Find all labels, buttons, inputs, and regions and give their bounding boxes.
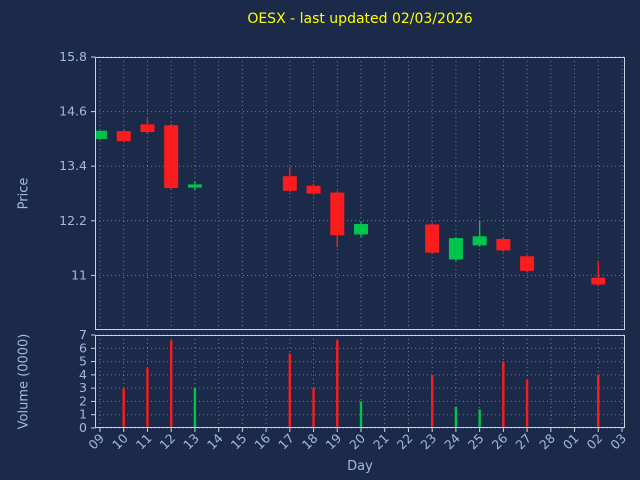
- candle-body: [448, 238, 463, 260]
- candle-body: [95, 130, 107, 139]
- price-tick-label: 11: [71, 267, 87, 282]
- volume-tick-label: 0: [79, 420, 87, 435]
- day-tick-label: 26: [489, 430, 511, 452]
- price-tick-label: 15.8: [59, 49, 87, 64]
- day-tick-label: 19: [323, 430, 345, 452]
- day-tick-label: 01: [560, 431, 582, 453]
- candle-body: [496, 239, 511, 251]
- axes-frame: [95, 335, 625, 428]
- day-tick-label: 25: [465, 431, 487, 453]
- candle-body: [164, 125, 179, 189]
- candle-body: [306, 185, 321, 194]
- price-tick-label: 12.2: [59, 213, 87, 228]
- day-tick-label: 14: [204, 430, 226, 452]
- candle-body: [591, 277, 606, 285]
- candle-body: [472, 236, 487, 246]
- candle-body: [140, 124, 155, 133]
- day-tick-label: 24: [441, 430, 463, 452]
- volume-tick-label: 3: [79, 380, 87, 395]
- day-tick-label: 20: [346, 430, 368, 452]
- day-tick-label: 03: [607, 431, 629, 453]
- volume-tick-label: 2: [79, 393, 87, 408]
- candle-body: [330, 192, 345, 236]
- candle-body: [520, 256, 535, 271]
- day-tick-label: 28: [536, 430, 558, 452]
- day-tick-label: 27: [512, 431, 534, 453]
- candle-body: [187, 184, 202, 188]
- day-tick-label: 15: [228, 431, 250, 453]
- candle-body: [116, 131, 131, 142]
- volume-tick-label: 1: [79, 407, 87, 422]
- day-tick-label: 16: [251, 430, 273, 452]
- day-tick-label: 02: [584, 431, 606, 453]
- price-tick-label: 13.4: [59, 158, 87, 173]
- day-tick-label: 13: [180, 431, 202, 453]
- day-tick-label: 23: [417, 431, 439, 453]
- day-tick-label: 22: [394, 431, 416, 453]
- day-tick-label: 18: [299, 430, 321, 452]
- day-tick-label: 11: [133, 431, 155, 453]
- price-tick-label: 14.6: [59, 104, 87, 119]
- day-tick-label: 10: [109, 430, 131, 452]
- axes-frame: [95, 57, 625, 330]
- volume-tick-label: 7: [79, 327, 87, 342]
- candle-body: [282, 176, 297, 191]
- volume-tick-label: 6: [79, 340, 87, 355]
- day-tick-label: 17: [275, 431, 297, 453]
- day-tick-label: 12: [156, 431, 178, 453]
- day-tick-label: 09: [85, 430, 107, 452]
- day-tick-label: 21: [370, 431, 392, 453]
- volume-tick-label: 5: [79, 354, 87, 369]
- candle-body: [354, 223, 368, 235]
- volume-tick-label: 4: [79, 367, 87, 382]
- candle-body: [425, 224, 440, 253]
